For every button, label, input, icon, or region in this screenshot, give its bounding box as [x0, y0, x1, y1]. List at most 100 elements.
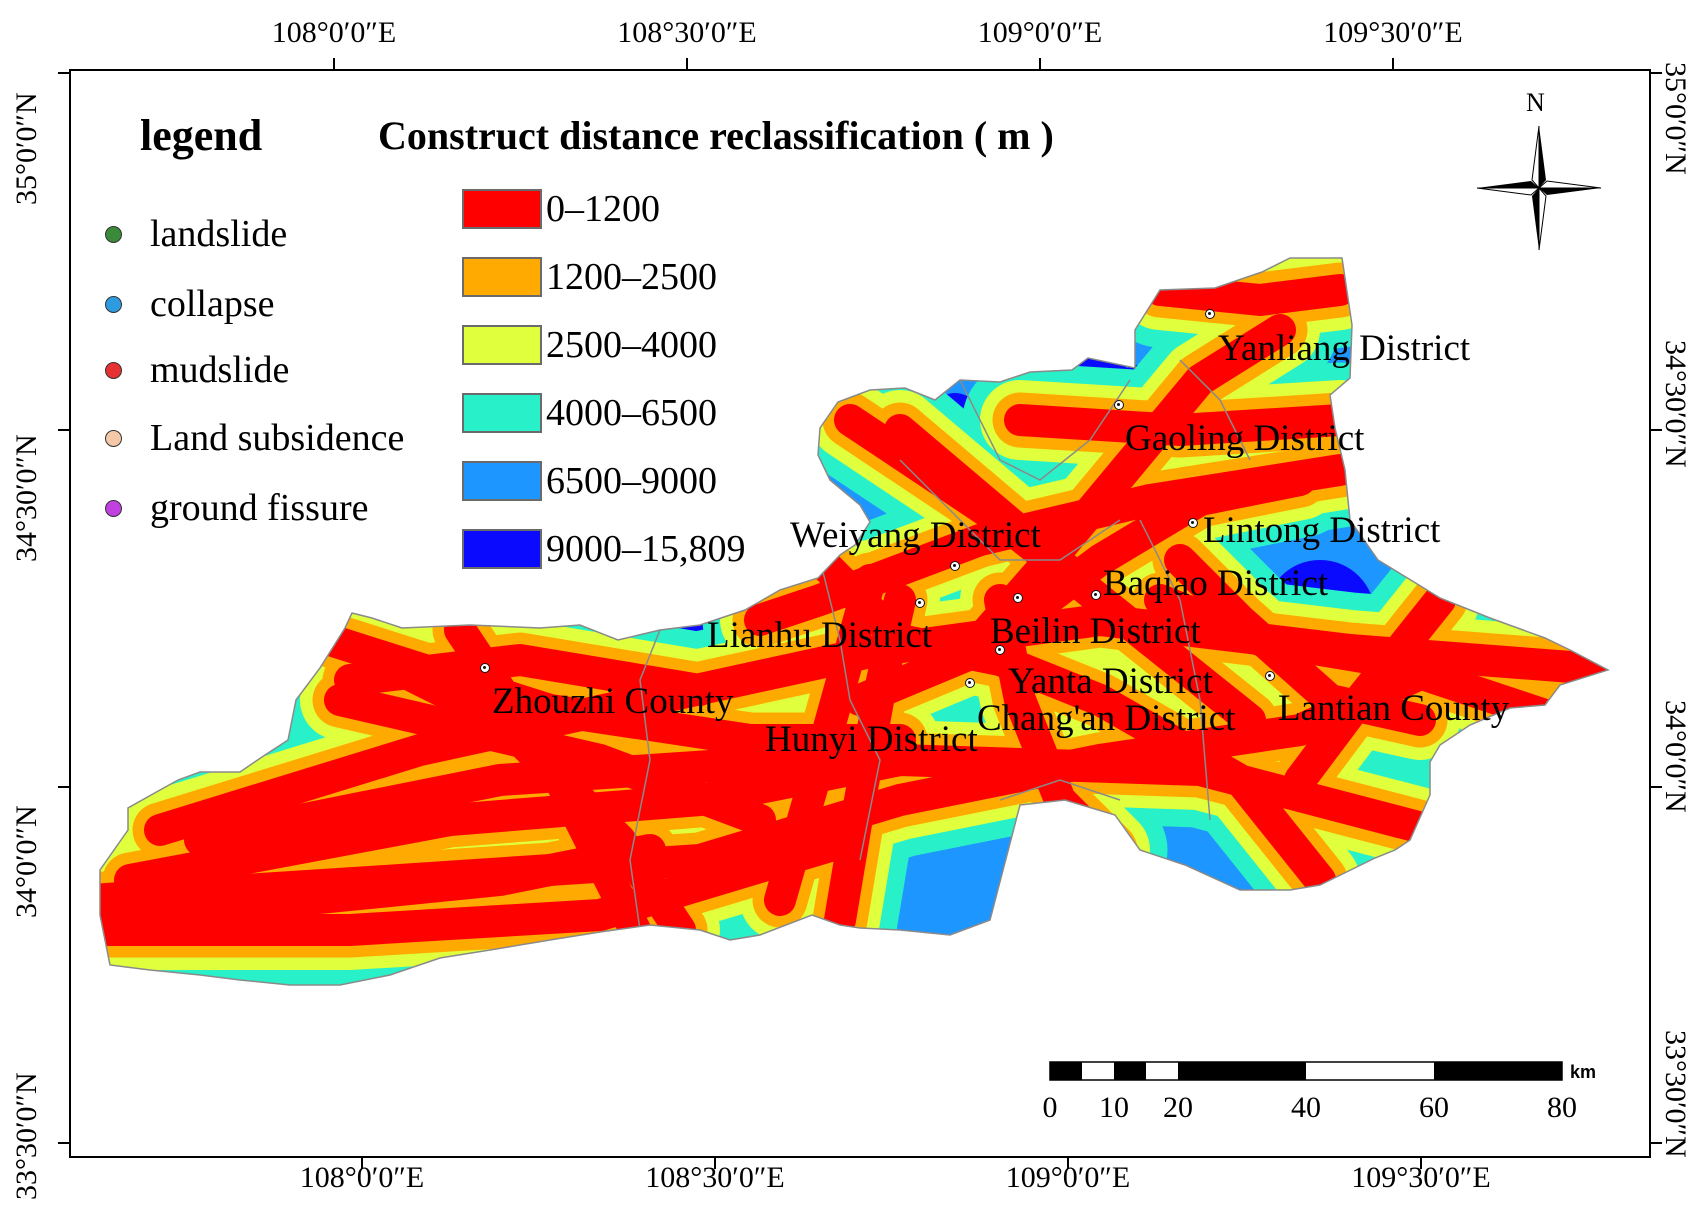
- scale-bar-tick: 40: [1291, 1091, 1321, 1124]
- classification-title: Construct distance reclassification ( m …: [378, 113, 1054, 158]
- graticule-ticks: [58, 58, 1662, 1169]
- district-boundary: [1139, 519, 1211, 821]
- road-buffer-band: [100, 824, 866, 946]
- district-marker: [1265, 671, 1275, 681]
- district-boundary: [899, 459, 1121, 561]
- district-boundary: [999, 779, 1121, 801]
- legend-item-label: mudslide: [150, 349, 290, 391]
- district-label: Weiyang District: [790, 515, 1041, 556]
- class-swatch: [462, 461, 542, 501]
- district-label: Baqiao District: [1103, 563, 1329, 604]
- road-buffer-band: [1004, 404, 1356, 446]
- left-axis-label: 35°0′0″N: [10, 92, 43, 205]
- landslide-dot-icon: [105, 225, 122, 243]
- mudslide-dot-icon: [105, 361, 122, 379]
- district-label: Lantian County: [1278, 688, 1510, 729]
- class-item: 9000–15,809: [462, 527, 746, 571]
- district-marker: [1091, 590, 1101, 600]
- bottom-axis-label: 108°30′0″E: [645, 1161, 785, 1194]
- bottom-axis-label: 108°0′0″E: [299, 1161, 425, 1194]
- top-axis-label: 109°0′0″E: [977, 16, 1103, 49]
- map-frame: [69, 69, 1651, 1158]
- legend-item-mudslide: mudslide: [105, 348, 289, 392]
- class-item: 0–1200: [462, 187, 660, 231]
- road-buffer-band: [444, 614, 656, 956]
- district-marker: [915, 598, 925, 608]
- district-marker: [995, 645, 1005, 655]
- legend-item-label: ground fissure: [150, 487, 369, 529]
- class-item: 2500–4000: [462, 323, 717, 367]
- class-label: 1200–2500: [546, 256, 717, 298]
- road-buffer-band: [804, 544, 1336, 896]
- legend-title: legend: [140, 111, 263, 160]
- legend-item-collapse: collapse: [105, 282, 275, 326]
- district-boundary: [819, 559, 881, 861]
- road-buffer-band: [184, 744, 816, 856]
- study-area-outline: [99, 257, 1610, 986]
- bottom-axis-label: 109°30′0″E: [1351, 1161, 1491, 1194]
- left-axis-label: 34°30′0″N: [10, 434, 43, 562]
- top-axis-label: 108°0′0″E: [271, 16, 397, 49]
- north-arrow-label: N: [1526, 88, 1545, 117]
- district-label: Hunyi District: [765, 719, 978, 760]
- ground-fissure-dot-icon: [105, 499, 122, 517]
- class-swatch: [462, 529, 542, 569]
- district-label: Chang'an District: [977, 698, 1236, 739]
- district-marker: [965, 678, 975, 688]
- district-label: Yanta District: [1008, 661, 1213, 702]
- class-label: 0–1200: [546, 188, 660, 230]
- road-buffer-band: [844, 464, 1316, 716]
- right-axis-label: 34°0′0″N: [1659, 700, 1692, 813]
- left-axis-label: 33°30′0″N: [10, 1072, 43, 1200]
- scale-bar-tick: 60: [1419, 1091, 1449, 1124]
- district-label: Beilin District: [990, 611, 1201, 652]
- district-marker: [1013, 593, 1023, 603]
- district-marker: [1205, 309, 1215, 319]
- legend-item-label: collapse: [150, 283, 275, 325]
- district-marker: [1188, 518, 1198, 528]
- scale-bar-tick: 80: [1547, 1091, 1577, 1124]
- right-axis-label: 34°30′0″N: [1659, 340, 1692, 468]
- right-axis-label: 35°0′0″N: [1659, 62, 1692, 175]
- district-boundary: [959, 379, 1131, 481]
- road-buffer-band: [1164, 544, 1436, 736]
- bottom-axis-label: 109°0′0″E: [1005, 1161, 1131, 1194]
- left-axis-label: 34°0′0″N: [10, 805, 43, 918]
- road-buffer-band: [104, 834, 666, 916]
- right-axis-label: 33°30′0″N: [1659, 1030, 1692, 1158]
- scale-bar-tick: 0: [1042, 1091, 1058, 1124]
- legend-item-label: landslide: [150, 213, 288, 255]
- district-boundary: [1179, 359, 1251, 461]
- class-label: 6500–9000: [546, 460, 717, 502]
- road-buffer-band: [324, 684, 776, 836]
- class-swatch: [462, 325, 542, 365]
- district-marker: [480, 663, 490, 673]
- scale-bar: [1049, 1061, 1563, 1081]
- class-swatch: [462, 257, 542, 297]
- class-item: 4000–6500: [462, 391, 717, 435]
- district-marker: [950, 561, 960, 571]
- class-label: 9000–15,809: [546, 528, 746, 570]
- north-arrow-icon: [1476, 125, 1602, 251]
- class-swatch: [462, 393, 542, 433]
- district-label: Zhouzhi County: [492, 681, 734, 722]
- collapse-dot-icon: [105, 295, 122, 313]
- district-label: Lintong District: [1203, 510, 1441, 551]
- class-item: 6500–9000: [462, 459, 717, 503]
- district-label: Yanliang District: [1218, 328, 1471, 369]
- legend-item-label: Land subsidence: [150, 417, 405, 459]
- road-buffer-band: [1144, 274, 1356, 316]
- class-swatch: [462, 189, 542, 229]
- district-label: Lianhu District: [707, 615, 933, 656]
- district-label: Gaoling District: [1125, 418, 1365, 459]
- scale-bar-unit: km: [1570, 1062, 1597, 1082]
- road-buffer-band: [764, 564, 886, 916]
- legend-item-landslide: landslide: [105, 212, 287, 256]
- class-item: 1200–2500: [462, 255, 717, 299]
- district-boundary: [629, 629, 661, 931]
- class-label: 2500–4000: [546, 324, 717, 366]
- top-axis-label: 108°30′0″E: [617, 16, 757, 49]
